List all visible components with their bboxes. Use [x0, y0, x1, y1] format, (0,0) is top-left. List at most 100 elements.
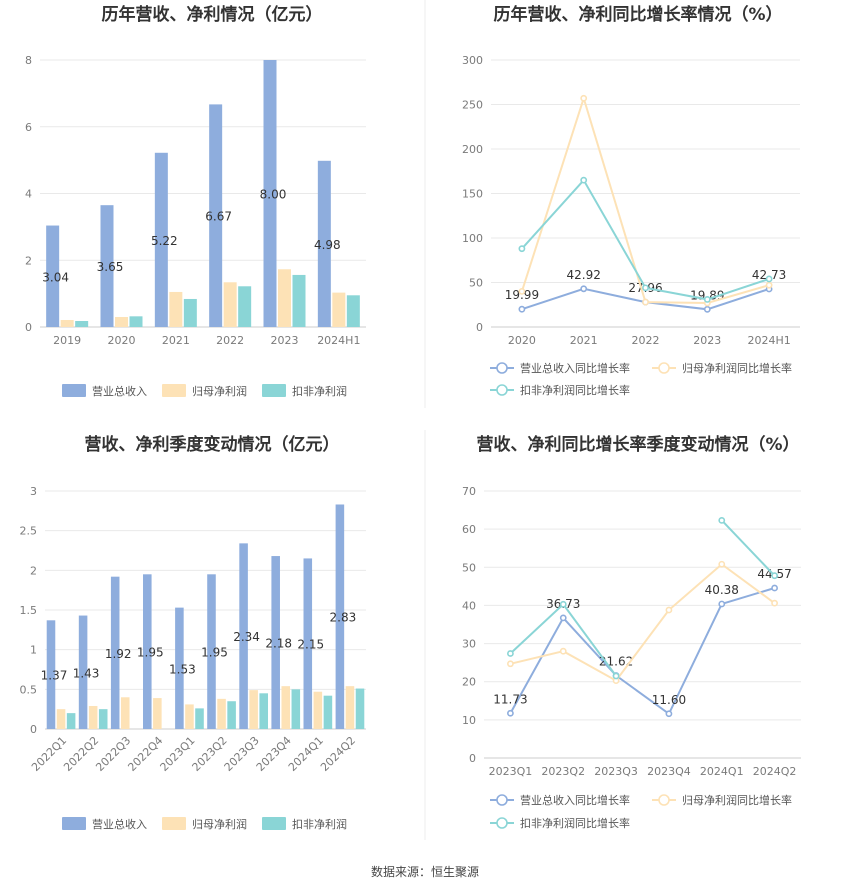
bar-2	[60, 319, 74, 327]
data-point	[765, 281, 773, 289]
data-label: 11.60	[652, 693, 686, 707]
bar-1	[207, 574, 216, 729]
y-tick-label: 1.5	[20, 604, 38, 617]
bar-3	[346, 295, 360, 327]
y-tick-label: 2	[25, 254, 32, 267]
legend-swatch	[262, 384, 286, 397]
bar-1	[175, 607, 184, 729]
chart-title: 营收、净利季度变动情况（亿元）	[85, 434, 340, 455]
data-point	[580, 176, 588, 184]
chart-4: 营收、净利同比增长率季度变动情况（%） 0 10 20 30 40 50 60 70 2023Q1…	[462, 434, 801, 830]
y-tick-label: 150	[462, 188, 483, 201]
data-point	[718, 600, 726, 608]
bar-1	[78, 615, 88, 729]
bar-3	[183, 298, 197, 327]
data-point	[665, 710, 673, 718]
y-tick-label: 100	[462, 232, 483, 245]
y-tick-label: 30	[462, 638, 476, 651]
bar-2	[313, 691, 323, 729]
data-label: 1.37	[41, 669, 68, 683]
data-point	[518, 287, 526, 295]
data-point	[642, 284, 649, 292]
x-tick-label: 2023	[271, 334, 299, 347]
data-point	[703, 296, 711, 303]
data-label: 2.15	[297, 638, 324, 652]
bar-3	[98, 709, 108, 729]
legend-marker	[658, 794, 670, 806]
legend-marker	[496, 794, 508, 806]
data-label: 3.65	[97, 260, 124, 274]
data-label: 1.95	[201, 646, 228, 660]
bar-2	[169, 291, 183, 327]
data-point	[665, 606, 673, 614]
legend-marker	[496, 384, 508, 396]
data-label: 5.22	[151, 234, 178, 248]
data-point	[507, 709, 514, 717]
legend-label: 扣非净利润	[292, 817, 347, 831]
chart-2: 历年营收、净利同比增长率情况（%） 0 50 100 150 200 250 300 2020 2…	[462, 4, 800, 397]
chart-3: 营收、净利季度变动情况（亿元）00.511.522.532022Q12022Q2…	[20, 434, 366, 831]
y-tick-label: 10	[462, 714, 476, 727]
y-tick-label: 300	[462, 54, 483, 67]
y-tick-label: 60	[462, 523, 476, 536]
y-tick-label: 4	[25, 188, 32, 201]
bar-1	[154, 152, 168, 327]
data-label: 1.43	[73, 666, 100, 680]
y-tick-label: 0	[25, 321, 32, 334]
data-label: 3.04	[42, 270, 69, 284]
bar-2	[185, 704, 194, 729]
data-label: 11.73	[493, 692, 527, 706]
data-label: 4.98	[314, 238, 341, 252]
bar-3	[227, 701, 236, 729]
data-point	[765, 275, 773, 283]
data-point	[559, 600, 567, 608]
x-tick-label: 2021	[570, 334, 598, 347]
legend-label: 营业总收入	[92, 384, 147, 398]
bar-3	[291, 689, 301, 729]
x-tick-label: 2024Q2	[753, 765, 797, 778]
bar-2	[332, 292, 346, 327]
x-tick-label: 2024Q1	[700, 765, 744, 778]
y-tick-label: 250	[462, 99, 483, 112]
data-label: 1.95	[137, 646, 164, 660]
data-point	[771, 572, 778, 580]
y-tick-label: 200	[462, 143, 483, 156]
x-tick-label: 2023Q1	[489, 765, 533, 778]
y-tick-label: 2	[30, 564, 37, 577]
bar-2	[115, 316, 128, 327]
x-tick-label: 2023Q4	[647, 765, 691, 778]
x-tick-label: 2023	[693, 334, 721, 347]
x-tick-label: 2020	[508, 334, 536, 347]
bar-3	[238, 286, 252, 327]
bar-3	[355, 688, 365, 729]
x-tick-label: 2021	[162, 334, 190, 347]
data-label: 21.62	[599, 655, 633, 669]
chart-title: 历年营收、净利同比增长率情况（%）	[493, 4, 782, 25]
x-tick-label: 2024Q2	[318, 734, 358, 774]
bar-1	[143, 574, 152, 729]
bar-3	[195, 708, 204, 729]
legend-label: 扣非净利润	[292, 384, 347, 398]
data-label: 42.92	[567, 268, 601, 282]
legend-label: 归母净利润同比增长率	[682, 793, 792, 807]
y-tick-label: 0	[476, 321, 483, 334]
legend-label: 营业总收入	[92, 817, 147, 831]
x-tick-label: 2024H1	[317, 334, 360, 347]
bar-3	[66, 713, 76, 729]
bar-3	[292, 274, 306, 327]
y-tick-label: 0	[469, 752, 476, 765]
y-tick-label: 50	[469, 277, 483, 290]
legend-label: 归母净利润	[192, 384, 247, 398]
legend-label: 归母净利润同比增长率	[682, 361, 792, 375]
legend-swatch	[62, 384, 86, 397]
data-label: 2.18	[265, 637, 292, 651]
series-line-1	[509, 587, 775, 716]
y-tick-label: 6	[25, 121, 32, 134]
chart-title: 营收、净利同比增长率季度变动情况（%）	[476, 434, 799, 455]
bar-2	[249, 690, 258, 729]
y-tick-label: 8	[25, 54, 32, 67]
data-point	[642, 298, 649, 306]
data-label: 8.00	[260, 188, 287, 202]
